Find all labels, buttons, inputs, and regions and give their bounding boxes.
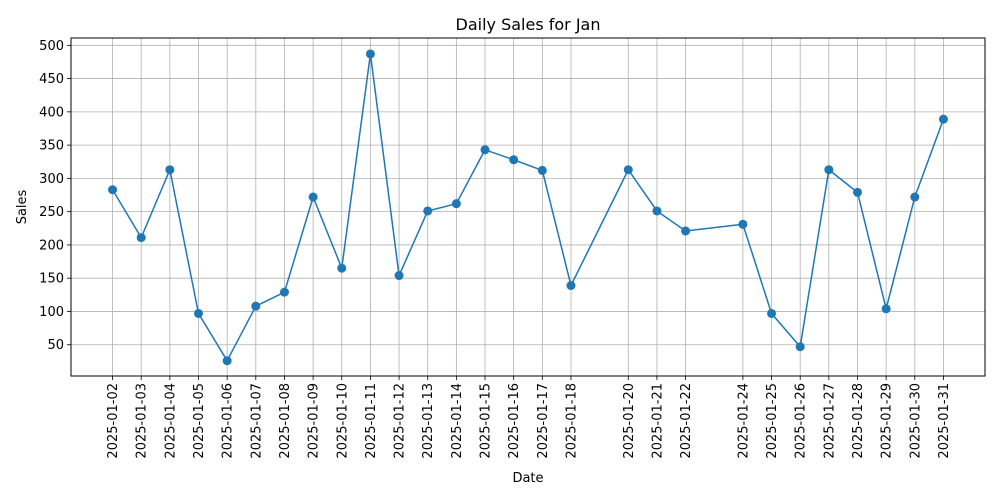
x-tick-label: 2025-01-12 bbox=[393, 383, 408, 459]
x-tick-label: 2025-01-07 bbox=[249, 383, 264, 459]
x-tick-label: 2025-01-21 bbox=[650, 383, 665, 459]
x-tick-label: 2025-01-13 bbox=[421, 383, 436, 459]
data-point bbox=[795, 342, 805, 352]
x-tick-label: 2025-01-09 bbox=[307, 383, 322, 459]
chart-title: Daily Sales for Jan bbox=[456, 15, 601, 34]
data-point bbox=[537, 165, 547, 175]
data-point bbox=[423, 206, 433, 216]
x-tick-label: 2025-01-11 bbox=[364, 383, 379, 459]
y-tick-label: 250 bbox=[39, 205, 64, 220]
x-tick-label: 2025-01-05 bbox=[192, 383, 207, 459]
x-tick-label: 2025-01-06 bbox=[221, 383, 236, 459]
x-tick-label: 2025-01-25 bbox=[765, 383, 780, 459]
data-point bbox=[566, 281, 576, 291]
data-point bbox=[910, 192, 920, 202]
data-point bbox=[165, 165, 175, 175]
y-tick-label: 150 bbox=[39, 272, 64, 287]
x-tick-label: 2025-01-16 bbox=[507, 383, 522, 459]
y-tick-label: 400 bbox=[39, 105, 64, 120]
x-tick-label: 2025-01-03 bbox=[135, 383, 150, 459]
x-tick-label: 2025-01-02 bbox=[106, 383, 121, 459]
series-layer bbox=[108, 49, 948, 366]
y-tick-label: 350 bbox=[39, 139, 64, 154]
data-point bbox=[337, 263, 347, 273]
x-tick-label: 2025-01-24 bbox=[736, 383, 751, 459]
x-tick-label: 2025-01-27 bbox=[822, 383, 837, 459]
x-tick-label: 2025-01-30 bbox=[908, 383, 923, 459]
y-tick-label: 300 bbox=[39, 172, 64, 187]
data-point bbox=[308, 192, 318, 202]
data-point bbox=[251, 301, 261, 311]
data-point bbox=[451, 199, 461, 209]
grid bbox=[71, 38, 985, 376]
data-point bbox=[136, 233, 146, 243]
plot-area bbox=[70, 37, 986, 377]
data-point bbox=[852, 187, 862, 197]
data-point bbox=[480, 145, 490, 155]
data-point bbox=[767, 308, 777, 318]
x-tick-label: 2025-01-31 bbox=[937, 383, 952, 459]
x-tick-label: 2025-01-20 bbox=[622, 383, 637, 459]
x-tick-label: 2025-01-22 bbox=[679, 383, 694, 459]
data-point bbox=[365, 49, 375, 59]
y-axis-label: Sales bbox=[15, 189, 30, 224]
x-axis: 2025-01-02 2025-01-03 2025-01-04 2025-01-05… bbox=[106, 376, 952, 459]
data-point bbox=[279, 287, 289, 297]
x-tick-label: 2025-01-10 bbox=[335, 383, 350, 459]
x-tick-label: 2025-01-14 bbox=[450, 383, 465, 459]
data-point bbox=[652, 206, 662, 216]
data-point bbox=[108, 185, 118, 195]
x-tick-label: 2025-01-17 bbox=[536, 383, 551, 459]
data-point bbox=[824, 165, 834, 175]
data-point bbox=[681, 226, 691, 236]
data-point bbox=[509, 155, 519, 165]
x-tick-label: 2025-01-26 bbox=[794, 383, 809, 459]
x-tick-label: 2025-01-04 bbox=[163, 383, 178, 459]
x-tick-label: 2025-01-29 bbox=[880, 383, 895, 459]
series-line bbox=[111, 53, 945, 362]
x-tick-label: 2025-01-18 bbox=[564, 383, 579, 459]
x-tick-label: 2025-01-28 bbox=[851, 383, 866, 459]
data-point bbox=[623, 165, 633, 175]
data-point bbox=[194, 308, 204, 318]
y-tick-label: 500 bbox=[39, 39, 64, 54]
x-tick-label: 2025-01-08 bbox=[278, 383, 293, 459]
x-tick-label: 2025-01-15 bbox=[479, 383, 494, 459]
y-axis: 50 100 150 200 250 300 350 400 450 500 bbox=[39, 39, 71, 353]
data-point bbox=[881, 304, 891, 314]
data-point bbox=[394, 271, 404, 281]
data-point bbox=[738, 219, 748, 229]
data-point bbox=[222, 356, 232, 366]
data-point bbox=[938, 114, 948, 124]
y-tick-label: 100 bbox=[39, 305, 64, 320]
y-tick-label: 450 bbox=[39, 72, 64, 87]
y-tick-label: 50 bbox=[47, 338, 64, 353]
y-tick-label: 200 bbox=[39, 238, 64, 253]
x-axis-label: Date bbox=[512, 471, 543, 486]
